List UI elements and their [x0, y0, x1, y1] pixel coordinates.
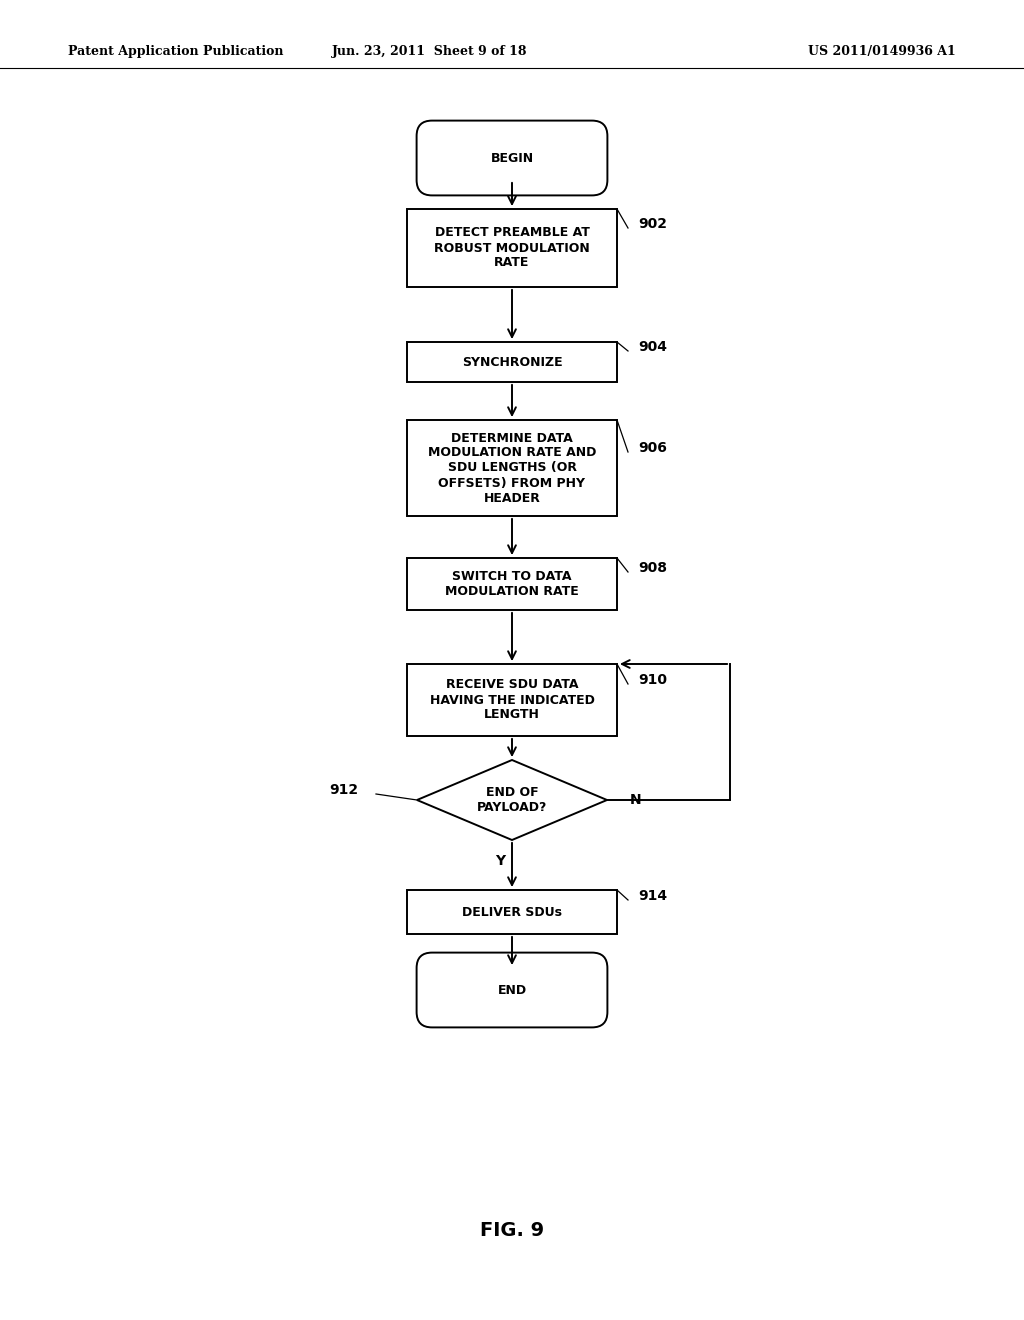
Text: RECEIVE SDU DATA
HAVING THE INDICATED
LENGTH: RECEIVE SDU DATA HAVING THE INDICATED LE… [429, 678, 595, 722]
Text: 912: 912 [329, 783, 358, 797]
Text: DETERMINE DATA
MODULATION RATE AND
SDU LENGTHS (OR
OFFSETS) FROM PHY
HEADER: DETERMINE DATA MODULATION RATE AND SDU L… [428, 432, 596, 504]
Text: DELIVER SDUs: DELIVER SDUs [462, 906, 562, 919]
Text: 902: 902 [638, 216, 667, 231]
Text: US 2011/0149936 A1: US 2011/0149936 A1 [808, 45, 956, 58]
Text: FIG. 9: FIG. 9 [480, 1221, 544, 1239]
Text: SWITCH TO DATA
MODULATION RATE: SWITCH TO DATA MODULATION RATE [445, 570, 579, 598]
Text: END: END [498, 983, 526, 997]
Text: 904: 904 [638, 341, 667, 354]
Text: END OF
PAYLOAD?: END OF PAYLOAD? [477, 785, 547, 814]
Bar [407, 558, 617, 610]
FancyBboxPatch shape [417, 120, 607, 195]
Bar [407, 890, 617, 935]
Bar [407, 342, 617, 381]
Text: N: N [630, 793, 642, 807]
FancyBboxPatch shape [417, 953, 607, 1027]
Text: 908: 908 [638, 561, 667, 576]
Text: 910: 910 [638, 673, 667, 686]
Bar [407, 664, 617, 737]
Bar [407, 209, 617, 286]
Text: BEGIN: BEGIN [490, 152, 534, 165]
Text: DETECT PREAMBLE AT
ROBUST MODULATION
RATE: DETECT PREAMBLE AT ROBUST MODULATION RAT… [434, 227, 590, 269]
Text: Jun. 23, 2011  Sheet 9 of 18: Jun. 23, 2011 Sheet 9 of 18 [332, 45, 527, 58]
Text: 914: 914 [638, 888, 667, 903]
Text: Y: Y [495, 854, 505, 869]
Polygon shape [417, 760, 607, 840]
Text: Patent Application Publication: Patent Application Publication [68, 45, 284, 58]
Text: SYNCHRONIZE: SYNCHRONIZE [462, 355, 562, 368]
Bar [407, 420, 617, 516]
Text: 906: 906 [638, 441, 667, 455]
